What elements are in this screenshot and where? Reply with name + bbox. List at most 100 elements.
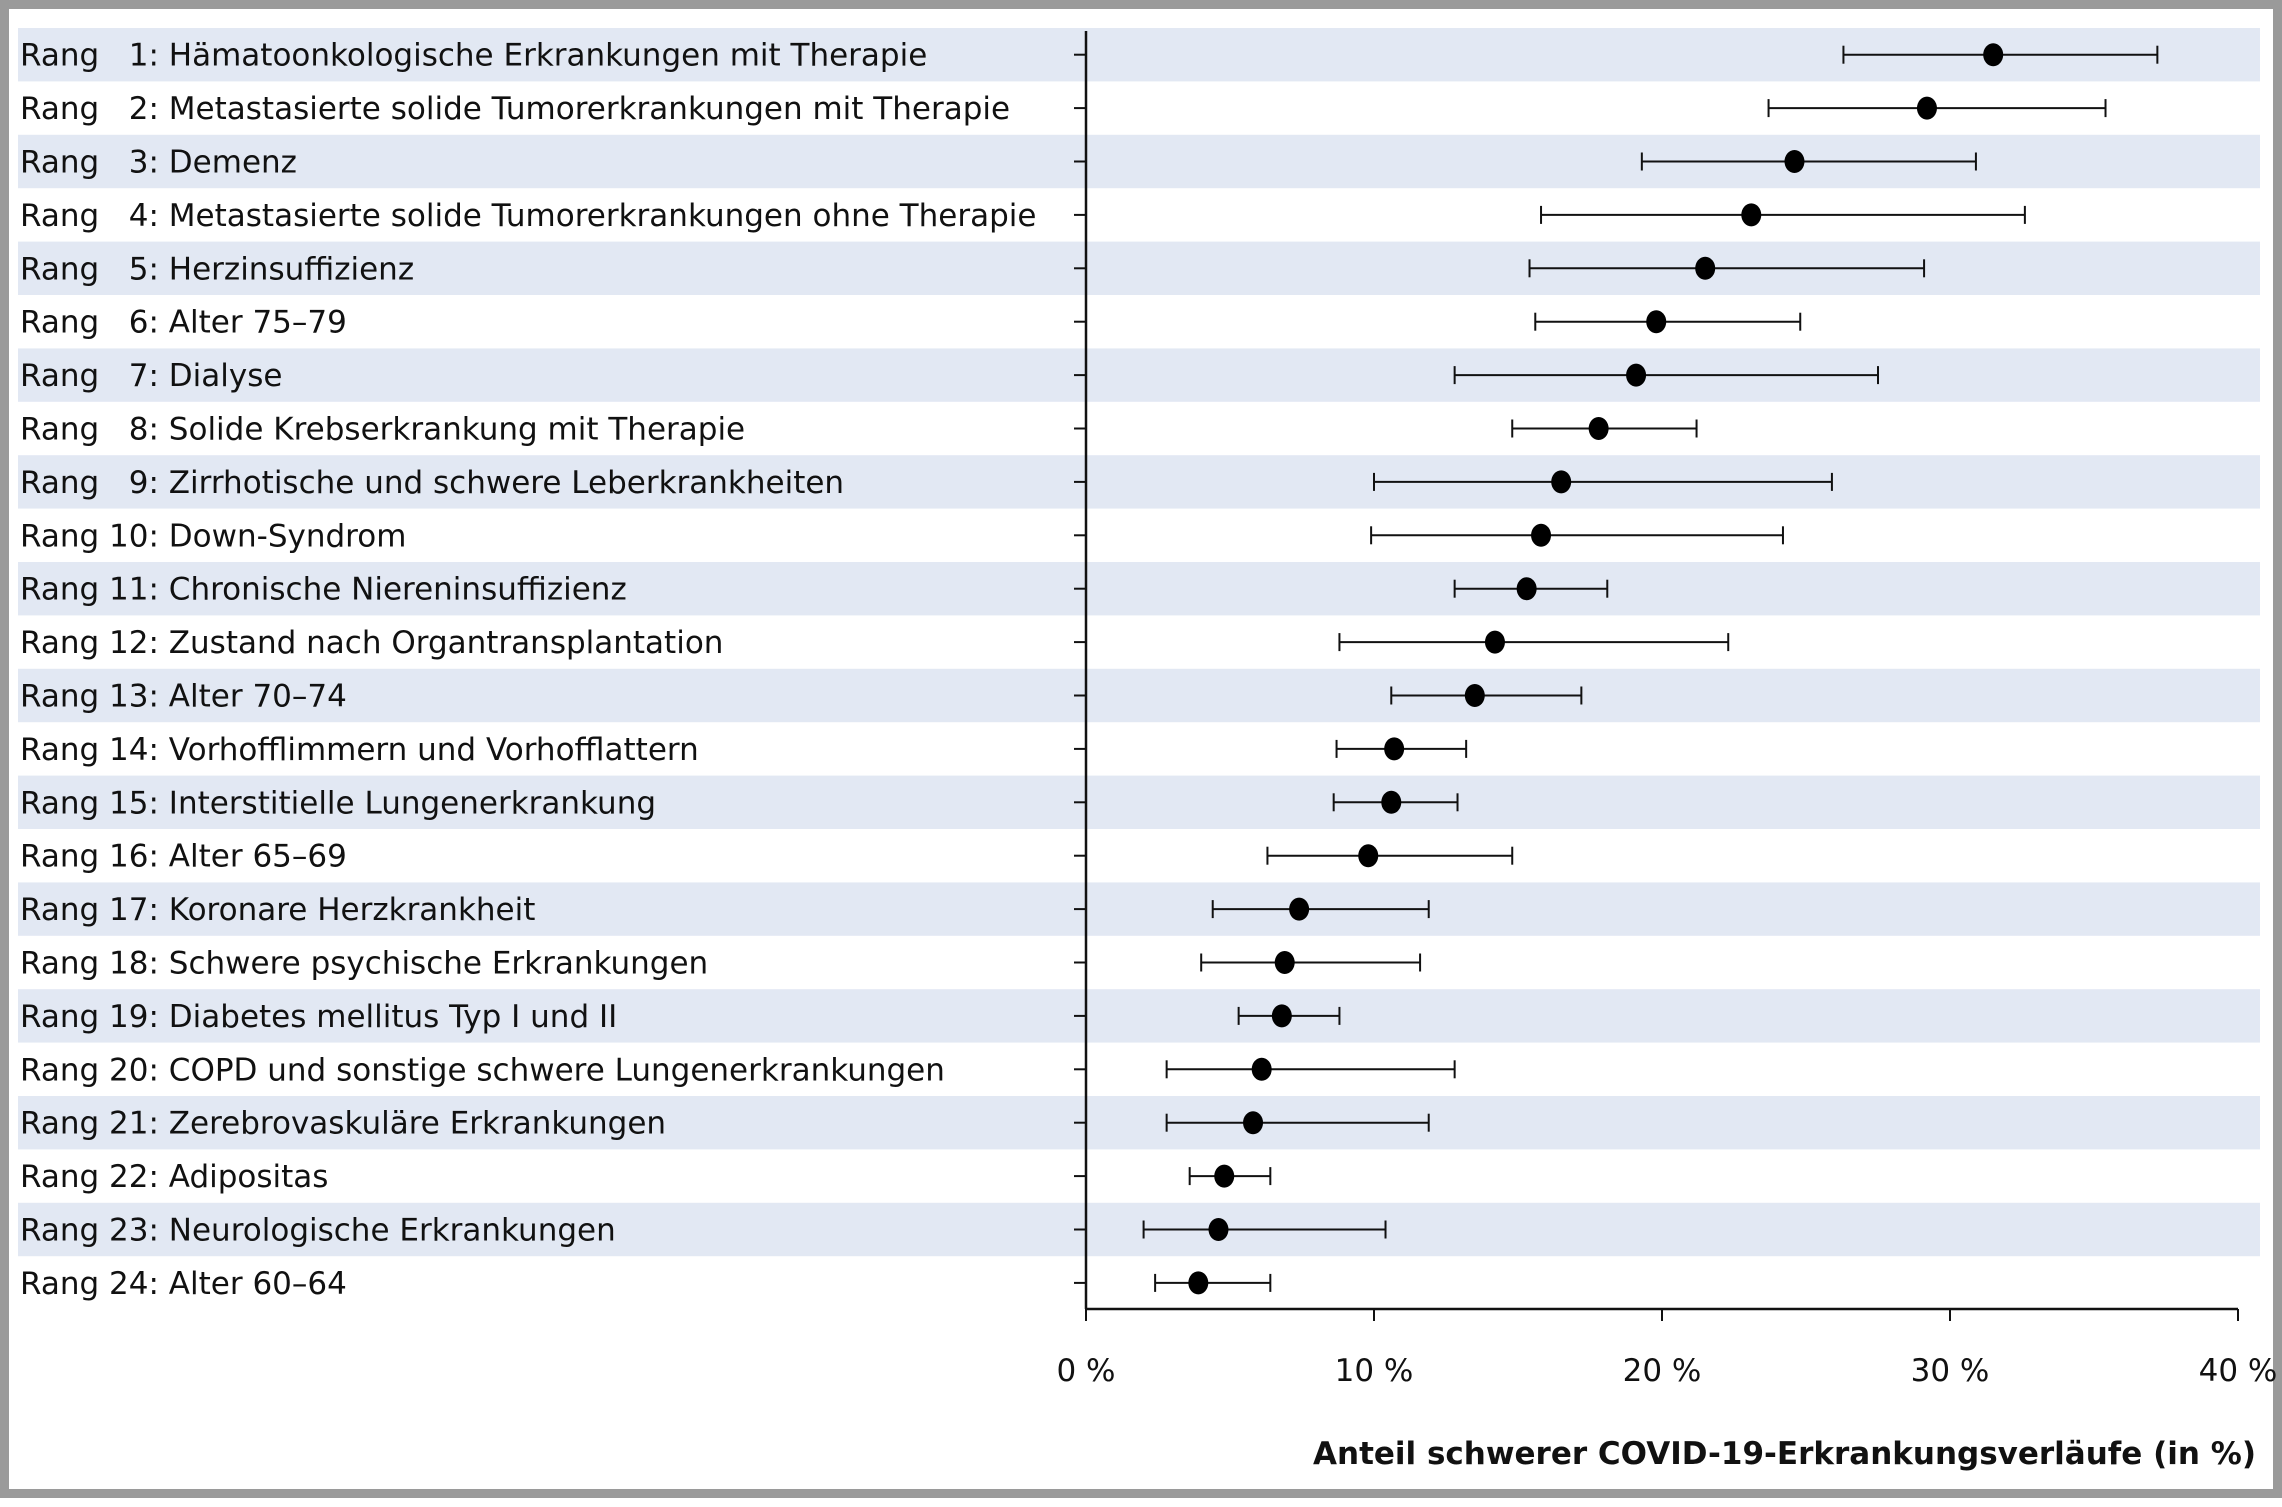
- condition-name: Solide Krebserkrankung mit Therapie: [169, 412, 745, 448]
- condition-name: Zustand nach Organtransplantation: [169, 625, 724, 661]
- estimate-point: [1358, 844, 1379, 868]
- row-label: Rang 22: Adipositas: [20, 1159, 328, 1195]
- rank-number: 1:: [109, 38, 169, 74]
- rank-number: 20:: [109, 1052, 169, 1088]
- row-label: Rang 7: Dialyse: [20, 358, 282, 394]
- rank-prefix: Rang: [20, 412, 109, 448]
- rank-number: 7:: [109, 358, 169, 394]
- rank-number: 24:: [109, 1266, 169, 1302]
- row-label: Rang 3: Demenz: [20, 145, 297, 181]
- estimate-point: [1243, 1111, 1264, 1135]
- condition-name: Alter 60–64: [169, 1266, 347, 1302]
- x-tick-label: 30 %: [1911, 1353, 1990, 1389]
- row-labels: Rang 1: Hämatoonkologische Erkrankungen …: [20, 38, 1036, 1302]
- rank-number: 17:: [109, 892, 169, 928]
- rank-prefix: Rang: [20, 251, 109, 287]
- row-label: Rang 4: Metastasierte solide Tumorerkran…: [20, 198, 1036, 234]
- rank-number: 3:: [109, 145, 169, 181]
- estimate-point: [1464, 684, 1485, 707]
- rank-number: 12:: [109, 625, 169, 661]
- x-ticks: 0 % 10 % 20 % 30 % 40 %: [1056, 1309, 2277, 1389]
- row-band: [18, 562, 2260, 616]
- rank-prefix: Rang: [20, 465, 109, 501]
- row-label: Rang 13: Alter 70–74: [20, 679, 347, 715]
- rank-prefix: Rang: [20, 38, 109, 74]
- estimate-point: [1531, 523, 1552, 547]
- rank-number: 11:: [109, 572, 169, 608]
- forest-plot-chart: Rang 1: Hämatoonkologische Erkrankungen …: [18, 28, 2277, 1472]
- row-band: [18, 348, 2260, 402]
- rank-prefix: Rang: [20, 785, 109, 821]
- estimate-point: [1289, 897, 1310, 921]
- row-label: Rang 8: Solide Krebserkrankung mit Thera…: [20, 412, 745, 448]
- rank-prefix: Rang: [20, 518, 109, 554]
- rank-prefix: Rang: [20, 305, 109, 341]
- row-label: Rang 21: Zerebrovaskuläre Erkrankungen: [20, 1106, 666, 1142]
- x-tick-label: 0 %: [1056, 1353, 1115, 1389]
- rank-number: 19:: [109, 999, 169, 1035]
- estimate-point: [1274, 951, 1295, 974]
- row-label: Rang 16: Alter 65–69: [20, 839, 347, 875]
- condition-name: Metastasierte solide Tumorerkrankungen m…: [169, 91, 1010, 127]
- rank-number: 18:: [109, 946, 169, 982]
- estimate-point: [1384, 737, 1405, 761]
- condition-name: Alter 65–69: [169, 839, 347, 875]
- condition-name: Hämatoonkologische Erkrankungen mit Ther…: [169, 38, 928, 74]
- x-tick-label: 20 %: [1623, 1353, 1702, 1389]
- rank-prefix: Rang: [20, 839, 109, 875]
- rank-prefix: Rang: [20, 1106, 109, 1142]
- rank-number: 4:: [109, 198, 169, 234]
- row-band: [18, 775, 2260, 829]
- row-label: Rang 6: Alter 75–79: [20, 305, 347, 341]
- condition-name: Down-Syndrom: [169, 518, 407, 554]
- condition-name: Alter 75–79: [169, 305, 347, 341]
- condition-name: Schwere psychische Erkrankungen: [169, 946, 708, 982]
- condition-name: Vorhofflimmern und Vorhofflattern: [169, 732, 699, 768]
- row-label: Rang 9: Zirrhotische und schwere Leberkr…: [20, 465, 844, 501]
- estimate-point: [1214, 1164, 1235, 1188]
- condition-name: Herzinsuffizienz: [169, 251, 414, 287]
- row-label: Rang 1: Hämatoonkologische Erkrankungen …: [20, 38, 927, 74]
- row-label: Rang 24: Alter 60–64: [20, 1266, 347, 1302]
- rank-number: 21:: [109, 1106, 169, 1142]
- rank-number: 13:: [109, 679, 169, 715]
- estimate-point: [1784, 150, 1805, 173]
- estimate-point: [1381, 790, 1402, 814]
- estimate-point: [1484, 630, 1505, 654]
- estimate-point: [1551, 470, 1572, 494]
- estimate-point: [1916, 96, 1937, 120]
- condition-name: Koronare Herzkrankheit: [169, 892, 536, 928]
- estimate-point: [1516, 577, 1537, 601]
- row-band: [18, 882, 2260, 936]
- rank-prefix: Rang: [20, 1052, 109, 1088]
- estimate-point: [1695, 256, 1716, 280]
- row-band: [18, 1202, 2260, 1257]
- condition-name: Metastasierte solide Tumorerkrankungen o…: [169, 198, 1037, 234]
- condition-name: Zerebrovaskuläre Erkrankungen: [169, 1106, 666, 1142]
- y-ticks: [1074, 53, 1086, 1284]
- rank-prefix: Rang: [20, 198, 109, 234]
- rank-number: 8:: [109, 412, 169, 448]
- rank-prefix: Rang: [20, 91, 109, 127]
- rank-number: 15:: [109, 785, 169, 821]
- condition-name: Alter 70–74: [169, 679, 347, 715]
- rank-number: 6:: [109, 305, 169, 341]
- estimate-point: [1251, 1057, 1272, 1081]
- estimate-point: [1208, 1218, 1229, 1241]
- row-label: Rang 11: Chronische Niereninsuffizienz: [20, 572, 627, 608]
- estimate-point: [1983, 43, 2004, 67]
- rank-prefix: Rang: [20, 145, 109, 181]
- estimate-point: [1646, 310, 1667, 334]
- estimate-point: [1741, 203, 1762, 227]
- rank-number: 22:: [109, 1159, 169, 1195]
- condition-name: Demenz: [169, 145, 297, 181]
- rank-prefix: Rang: [20, 572, 109, 608]
- estimate-point: [1271, 1004, 1292, 1028]
- estimates: [1142, 43, 2159, 1295]
- rank-prefix: Rang: [20, 1159, 109, 1195]
- row-label: Rang 2: Metastasierte solide Tumorerkran…: [20, 91, 1010, 127]
- rank-prefix: Rang: [20, 625, 109, 661]
- row-band: [18, 989, 2260, 1043]
- row-label: Rang 17: Koronare Herzkrankheit: [20, 892, 535, 928]
